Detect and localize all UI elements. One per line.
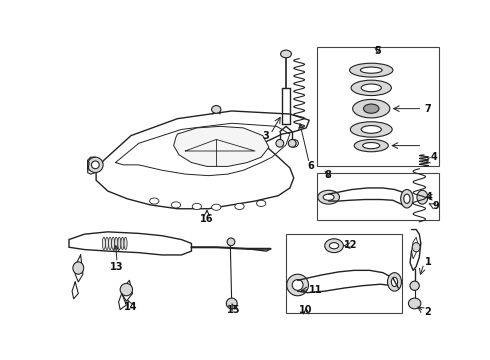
Ellipse shape xyxy=(288,139,296,147)
Ellipse shape xyxy=(121,237,124,249)
Ellipse shape xyxy=(118,237,121,249)
Text: 2: 2 xyxy=(424,307,431,317)
Ellipse shape xyxy=(292,280,303,291)
Text: 15: 15 xyxy=(226,305,240,315)
Polygon shape xyxy=(96,111,309,209)
Ellipse shape xyxy=(364,104,379,113)
Ellipse shape xyxy=(192,203,201,210)
Polygon shape xyxy=(173,126,269,166)
Text: 12: 12 xyxy=(344,240,358,250)
Ellipse shape xyxy=(108,237,112,249)
Text: 9: 9 xyxy=(432,201,439,211)
Ellipse shape xyxy=(323,194,334,200)
Ellipse shape xyxy=(124,237,127,249)
Text: 8: 8 xyxy=(324,170,331,180)
Bar xyxy=(317,172,440,220)
Text: 4: 4 xyxy=(431,152,438,162)
Ellipse shape xyxy=(149,198,159,204)
Ellipse shape xyxy=(105,237,108,249)
Text: 16: 16 xyxy=(200,214,214,224)
Ellipse shape xyxy=(361,84,381,92)
Ellipse shape xyxy=(257,200,266,206)
Text: 14: 14 xyxy=(124,302,138,312)
Ellipse shape xyxy=(172,202,181,208)
Ellipse shape xyxy=(404,194,410,203)
Ellipse shape xyxy=(88,157,103,172)
Ellipse shape xyxy=(212,105,221,113)
Ellipse shape xyxy=(112,237,115,249)
Ellipse shape xyxy=(354,139,388,152)
Text: 6: 6 xyxy=(307,161,314,171)
Ellipse shape xyxy=(417,190,428,204)
Ellipse shape xyxy=(92,161,99,169)
Ellipse shape xyxy=(325,239,343,253)
Ellipse shape xyxy=(401,189,413,208)
Text: 4: 4 xyxy=(426,192,433,202)
Ellipse shape xyxy=(120,283,133,296)
Text: 13: 13 xyxy=(110,261,124,271)
Bar xyxy=(317,47,440,166)
Ellipse shape xyxy=(351,80,392,95)
Ellipse shape xyxy=(349,63,393,77)
Ellipse shape xyxy=(392,277,397,287)
Ellipse shape xyxy=(361,67,382,73)
Ellipse shape xyxy=(212,204,221,210)
Ellipse shape xyxy=(289,139,298,147)
Ellipse shape xyxy=(226,298,237,309)
Ellipse shape xyxy=(227,238,235,246)
Ellipse shape xyxy=(276,139,284,147)
Polygon shape xyxy=(69,232,192,255)
Ellipse shape xyxy=(102,237,105,249)
Ellipse shape xyxy=(115,237,118,249)
Ellipse shape xyxy=(363,143,380,149)
Text: 7: 7 xyxy=(424,104,431,114)
Text: 11: 11 xyxy=(309,285,322,294)
Text: 5: 5 xyxy=(374,46,381,56)
Ellipse shape xyxy=(409,298,421,309)
Ellipse shape xyxy=(388,273,401,291)
Ellipse shape xyxy=(353,99,390,118)
Ellipse shape xyxy=(235,203,244,210)
Ellipse shape xyxy=(281,50,292,58)
Ellipse shape xyxy=(361,126,381,133)
Text: 3: 3 xyxy=(263,131,269,141)
Ellipse shape xyxy=(410,281,419,291)
Text: 1: 1 xyxy=(424,257,431,267)
Bar xyxy=(286,234,402,313)
Ellipse shape xyxy=(287,274,309,296)
Ellipse shape xyxy=(412,243,420,252)
Ellipse shape xyxy=(350,122,392,137)
Text: 10: 10 xyxy=(299,305,313,315)
Ellipse shape xyxy=(73,262,84,274)
Ellipse shape xyxy=(318,190,340,204)
Ellipse shape xyxy=(329,243,339,249)
